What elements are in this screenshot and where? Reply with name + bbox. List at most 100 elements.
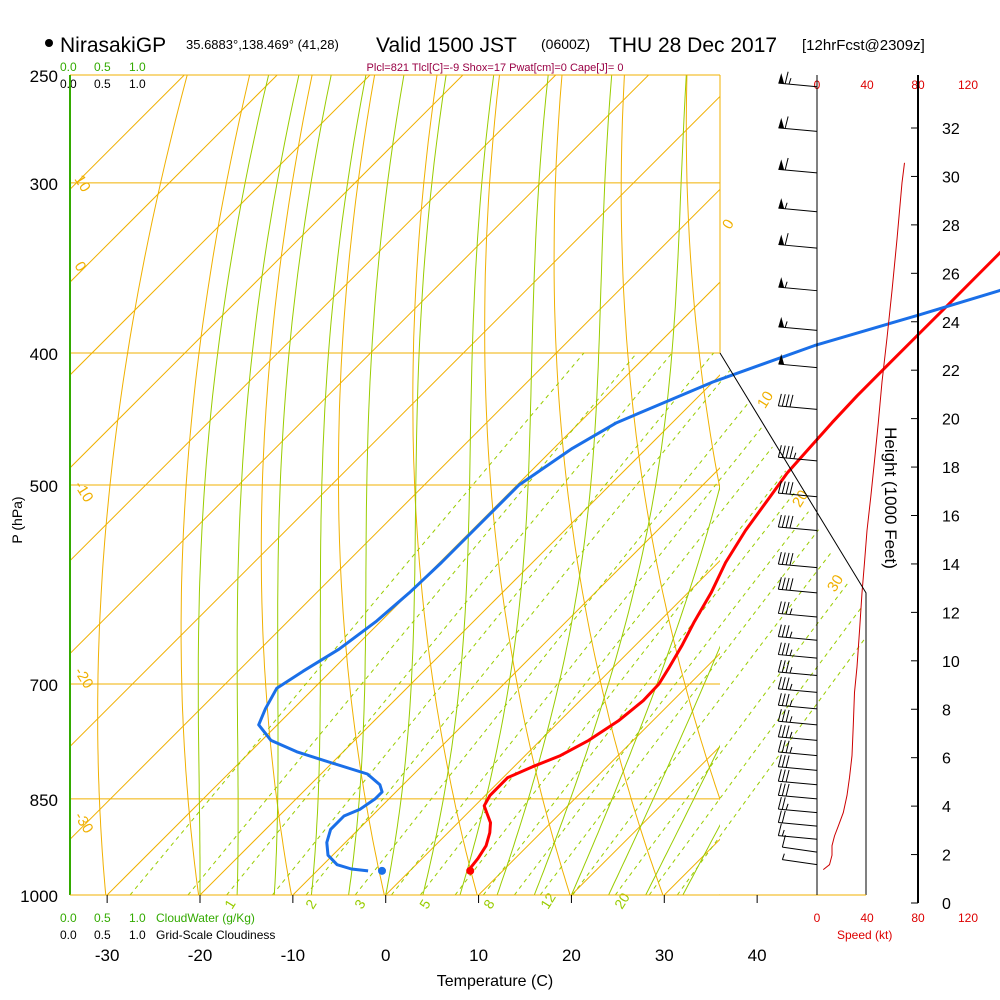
wind-barb-half-feather: [789, 731, 793, 739]
height-tick-label: 2: [942, 848, 951, 865]
wind-barb-icon: [777, 577, 818, 594]
wind-barb-feather: [781, 725, 786, 738]
temperature-tick-label: -20: [188, 946, 213, 965]
cloudwater-label: CloudWater (g/Kg): [156, 911, 255, 925]
wind-barb-pennant: [778, 277, 785, 288]
isotherm-value-label: 10: [71, 172, 94, 195]
cloud-scale-bottom-black-1: 0.5: [94, 928, 111, 942]
cloudiness-label: Grid-Scale Cloudiness: [156, 928, 275, 942]
wind-barb-icon: [777, 796, 818, 814]
valid-date: THU 28 Dec 2017: [609, 34, 777, 57]
wind-barb-feather: [781, 797, 786, 810]
wind-barb-half-feather: [789, 746, 793, 754]
wind-barb-feather: [785, 677, 790, 690]
pressure-tick-label: 1000: [20, 887, 58, 906]
wind-barb-feather: [781, 552, 786, 565]
mixing-ratio-line: [129, 353, 585, 895]
mixing-ratio-line: [354, 353, 789, 895]
wind-barb-feather: [785, 740, 790, 753]
height-tick-label: 24: [942, 315, 960, 332]
wind-barb-feather: [781, 677, 786, 690]
isotherm-line: [478, 652, 720, 895]
wind-barb-staff: [778, 766, 818, 771]
isotherm-value-label: 30: [824, 572, 847, 595]
wind-barb-icon: [778, 233, 818, 249]
wind-barb-feather: [781, 394, 786, 407]
height-tick-label: 0: [942, 896, 951, 913]
pressure-tick-label: 700: [30, 676, 58, 695]
wind-barb-staff: [778, 794, 818, 800]
height-tick-label: 26: [942, 266, 960, 283]
wind-barb-staff: [778, 207, 818, 213]
wind-barb-feather: [777, 796, 782, 810]
wind-barb-icon: [777, 601, 818, 618]
pressure-tick-label: 850: [30, 791, 58, 810]
mixing-ratio-line: [226, 353, 673, 895]
mixing-ratio-line: [482, 353, 866, 895]
wind-barb-pennant: [778, 159, 785, 170]
height-tick-label: 12: [942, 605, 960, 622]
wind-barb-icon: [777, 724, 818, 741]
wind-barb-half-feather: [784, 281, 788, 288]
isotherm-value-label: 10: [754, 388, 777, 411]
wind-barb-staff: [778, 286, 818, 292]
isotherm-line: [571, 745, 720, 895]
wind-barb-feather: [781, 709, 786, 722]
temperature-tick-label: -30: [95, 946, 120, 965]
mixing-ratio-value-label: 20: [611, 890, 633, 912]
cloud-scale-top-black-1: 0.5: [94, 77, 111, 91]
wind-barb-icon: [777, 693, 818, 710]
wind-barb-feather: [777, 693, 782, 706]
wind-barb-feather: [785, 755, 790, 768]
wind-barb-half-feather: [785, 803, 789, 810]
wind-barb-feather: [781, 624, 786, 638]
isotherm-value-label: -20: [71, 664, 97, 691]
wind-barb-staff: [778, 456, 818, 462]
moist-adiabat-line: [273, 75, 332, 895]
dry-adiabat-line: [937, 75, 1000, 895]
moist-adiabat-line: [496, 75, 613, 895]
wind-barb-staff: [778, 492, 818, 498]
wind-barb-pennant: [778, 234, 785, 246]
pressure-tick-label: 400: [30, 345, 58, 364]
wind-barb-icon: [777, 783, 818, 800]
wind-barb-feather: [777, 659, 782, 673]
wind-barb-icon: [777, 551, 818, 569]
mixing-ratio-value-label: 5: [416, 896, 434, 911]
wind-barb-feather: [785, 725, 790, 738]
valid-time: Valid 1500 JST: [376, 34, 517, 57]
wind-barb-feather: [785, 445, 790, 459]
temperature-profile-line: [468, 250, 1000, 872]
stability-indices: Plcl=821 Tlcl[C]=-9 Shox=17 Pwat[cm]=0 C…: [367, 62, 624, 74]
wind-barb-feather: [789, 553, 794, 566]
wind-barb-feather: [777, 393, 782, 406]
wind-barb-staff: [778, 780, 818, 786]
wind-barb-feather: [781, 660, 786, 673]
wind-barb-icon: [777, 659, 818, 677]
wind-barb-feather: [777, 676, 782, 689]
wind-barb-staff: [778, 563, 818, 569]
wind-barb-icon: [778, 277, 818, 292]
wind-barb-feather: [781, 755, 786, 768]
dewpoint-profile-line: [257, 288, 1000, 873]
height-tick-label: 6: [942, 751, 951, 768]
wind-barb-icon: [777, 393, 818, 410]
wind-barb-pennant: [778, 316, 785, 328]
cloud-scale-bottom-green-0: 0.0: [60, 911, 77, 925]
wind-barb-feather: [789, 394, 794, 408]
moist-adiabat-line: [236, 75, 300, 895]
valid-utc: (0600Z): [541, 36, 590, 52]
wind-barb-feather: [777, 823, 782, 836]
speed-bottom-0: 0: [814, 911, 821, 925]
wind-barb-staff: [778, 751, 818, 757]
wind-barb-feather: [785, 394, 790, 407]
wind-barb-feather: [781, 783, 786, 796]
cloud-scale-bottom-green-1: 0.5: [94, 911, 111, 925]
moist-adiabat-line: [197, 75, 270, 895]
moist-adiabat-line: [533, 75, 687, 895]
moist-adiabat-line: [719, 893, 720, 895]
wind-barb-feather: [777, 769, 782, 782]
wind-barb-feather: [785, 693, 790, 707]
wind-barb-feather: [784, 233, 789, 246]
